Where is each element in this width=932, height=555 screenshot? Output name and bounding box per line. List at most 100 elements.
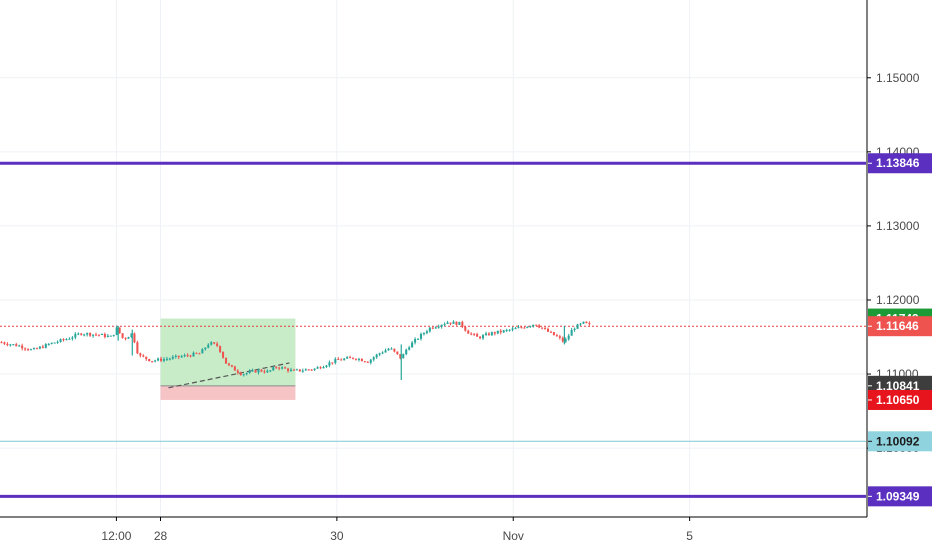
candle-body — [399, 354, 402, 359]
candle-body — [18, 345, 21, 347]
candle-body — [414, 338, 417, 343]
candle-body — [222, 352, 225, 358]
price-label-text: 1.10650 — [876, 393, 920, 407]
candle-body — [27, 349, 30, 351]
candle-body — [570, 329, 573, 336]
candle-body — [186, 355, 189, 357]
candle-body — [112, 334, 115, 336]
candle-body — [56, 341, 59, 343]
candle-body — [337, 358, 340, 360]
candle-body — [92, 334, 95, 336]
candle-body — [284, 367, 287, 369]
candle-body — [71, 337, 74, 339]
candle-body — [561, 337, 564, 342]
candle-body — [484, 333, 488, 336]
candle-body — [526, 326, 529, 328]
candle-body — [582, 321, 585, 324]
candle-body — [517, 327, 520, 329]
candle-body — [384, 350, 387, 353]
candle-body — [313, 368, 316, 370]
candle-body — [32, 348, 36, 350]
candle-body — [555, 335, 558, 337]
price-label-badge — [868, 431, 932, 452]
candle-body — [29, 349, 33, 351]
price-label-text: 1.10092 — [876, 434, 920, 448]
candle-body — [89, 333, 92, 336]
candle-body — [86, 333, 89, 335]
candle-body — [136, 342, 139, 354]
candle-body — [470, 333, 473, 335]
candle-body — [352, 357, 355, 359]
candle-body — [573, 328, 576, 330]
candle-body — [476, 334, 479, 337]
candle-body — [189, 355, 192, 357]
candle-body — [157, 358, 160, 361]
candle-body — [242, 374, 245, 376]
candle-body — [275, 367, 278, 369]
candle-body — [387, 348, 390, 351]
candle-body — [452, 321, 455, 324]
candle-body — [372, 357, 375, 360]
candle-body — [360, 358, 363, 362]
candle-body — [216, 343, 219, 346]
candle-body — [148, 359, 151, 362]
candle-body — [3, 342, 6, 344]
candle-body — [532, 324, 535, 327]
horizontal-lines[interactable] — [0, 161, 866, 498]
candle-body — [402, 354, 405, 359]
candle-body — [455, 321, 458, 325]
candle-body — [292, 369, 295, 371]
price-label-badge — [868, 153, 932, 174]
candle-body — [328, 362, 331, 366]
candle-body — [133, 333, 136, 343]
candle-body — [552, 332, 555, 336]
candle-body — [396, 351, 399, 355]
candle-body — [162, 359, 165, 361]
candle-body — [538, 325, 541, 328]
candle-body — [479, 336, 482, 339]
price-label-text: 1.10841 — [876, 379, 920, 393]
candle-body — [6, 343, 9, 346]
x-tick-label: 5 — [686, 529, 693, 543]
y-tick-label: 1.12000 — [876, 293, 920, 307]
candle-body — [369, 359, 372, 363]
candle-body — [263, 371, 266, 373]
candle-body — [529, 326, 532, 328]
candle-body — [411, 342, 414, 348]
candle-body — [443, 323, 446, 325]
candles — [0, 320, 591, 380]
candle-body — [0, 342, 3, 344]
candle-body — [340, 359, 343, 361]
candle-body — [473, 333, 476, 335]
candle-body — [47, 343, 50, 345]
long-position-tool[interactable] — [160, 318, 296, 400]
candle-body — [227, 363, 230, 366]
candle-body — [487, 333, 490, 336]
candle-body — [295, 369, 298, 371]
candle-body — [393, 348, 396, 352]
candle-body — [183, 355, 186, 357]
candle-body — [511, 328, 514, 330]
candle-body — [159, 358, 163, 361]
candle-body — [124, 337, 127, 339]
candle-body — [127, 337, 130, 339]
candle-body — [272, 367, 275, 371]
candle-body — [254, 370, 257, 373]
candle-body — [576, 324, 579, 329]
x-tick-label: 30 — [330, 529, 344, 543]
candle-body — [21, 345, 24, 349]
candle-body — [68, 338, 71, 340]
candle-body — [585, 321, 588, 324]
candle-body — [24, 348, 27, 350]
candle-body — [425, 331, 428, 334]
candle-body — [440, 324, 443, 327]
candle-body — [434, 327, 437, 329]
candle-body — [428, 327, 431, 332]
x-tick-label: 12:00 — [101, 529, 131, 543]
candle-body — [100, 333, 103, 335]
candle-body — [94, 334, 98, 336]
grid-lines — [0, 0, 866, 517]
candle-body — [204, 347, 207, 350]
